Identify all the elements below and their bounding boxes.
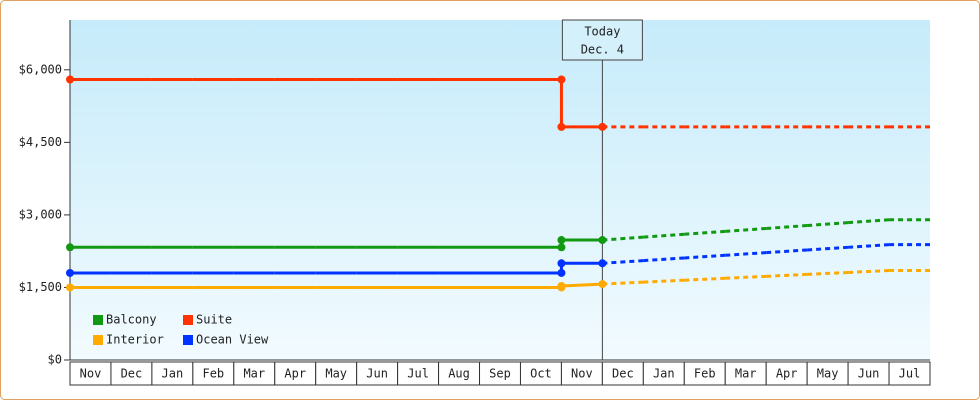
projection-segment — [847, 218, 890, 225]
x-tick-label: Jun — [366, 367, 388, 381]
projection-segment — [643, 232, 685, 239]
point — [66, 243, 74, 252]
x-tick-label: Feb — [694, 367, 716, 381]
projection-segment — [643, 278, 685, 284]
projection-segment — [725, 226, 767, 233]
point — [598, 122, 607, 131]
point — [557, 268, 566, 277]
projection-segment — [847, 243, 890, 249]
y-tick-label: $0 — [48, 353, 62, 367]
x-tick-label: Aug — [448, 367, 470, 381]
x-tick-label: Dec — [612, 367, 634, 381]
history-segment — [561, 282, 603, 288]
projection-segment — [848, 269, 890, 274]
point — [557, 236, 566, 245]
point — [557, 259, 566, 268]
x-tick-label: Sep — [489, 367, 511, 381]
legend-swatch — [93, 315, 103, 325]
x-tick-label: Jan — [162, 367, 184, 381]
projection-segment — [684, 253, 726, 260]
x-tick-label: May — [817, 367, 839, 381]
point — [598, 236, 607, 245]
point — [66, 75, 74, 84]
projection-segment — [766, 248, 808, 255]
point — [598, 259, 607, 268]
point — [66, 283, 74, 292]
x-tick-label: Apr — [776, 367, 798, 381]
today-label: Dec. 4 — [581, 43, 624, 57]
projection-segment — [725, 274, 767, 280]
legend-label: Balcony — [106, 313, 157, 327]
legend-label: Ocean View — [196, 333, 269, 347]
projection-segment — [807, 245, 849, 252]
x-tick-label: Jun — [858, 367, 880, 381]
point — [557, 282, 566, 291]
x-tick-label: Nov — [571, 367, 593, 381]
x-tick-label: May — [325, 367, 347, 381]
point — [557, 122, 566, 131]
point — [598, 280, 607, 289]
projection-segment — [807, 221, 849, 228]
x-tick-label: Mar — [243, 367, 265, 381]
projection-segment — [766, 224, 808, 230]
point — [557, 75, 566, 84]
point — [66, 268, 74, 277]
x-tick-label: Mar — [735, 367, 757, 381]
y-tick-label: $1,500 — [19, 280, 62, 294]
x-tick-label: Apr — [284, 367, 306, 381]
today-label: Today — [584, 25, 620, 39]
projection-segment — [684, 276, 726, 282]
x-tick-label: Feb — [202, 367, 224, 381]
projection-segment — [602, 259, 644, 265]
legend-swatch — [93, 335, 103, 345]
x-tick-label: Jul — [899, 367, 921, 381]
projection-segment — [725, 251, 767, 257]
y-tick-label: $3,000 — [19, 207, 62, 221]
legend-label: Suite — [196, 313, 232, 327]
legend-swatch — [183, 315, 193, 325]
x-tick-label: Oct — [530, 367, 552, 381]
projection-segment — [643, 256, 685, 263]
x-tick-label: Jul — [407, 367, 429, 381]
y-tick-label: $6,000 — [19, 62, 62, 76]
projection-segment — [602, 235, 644, 242]
x-tick-label: Nov — [80, 367, 102, 381]
plot-area — [70, 20, 930, 360]
projection-segment — [807, 270, 849, 276]
projection-segment — [684, 229, 726, 236]
point — [557, 243, 566, 252]
projection-segment — [766, 272, 808, 278]
projection-segment — [602, 280, 644, 286]
x-tick-label: Jan — [653, 367, 675, 381]
legend-label: Interior — [106, 333, 164, 347]
x-category-cell — [888, 361, 931, 386]
legend-swatch — [183, 335, 193, 345]
today-box — [561, 19, 643, 61]
y-tick-label: $4,500 — [19, 135, 62, 149]
x-tick-label: Dec — [121, 367, 143, 381]
